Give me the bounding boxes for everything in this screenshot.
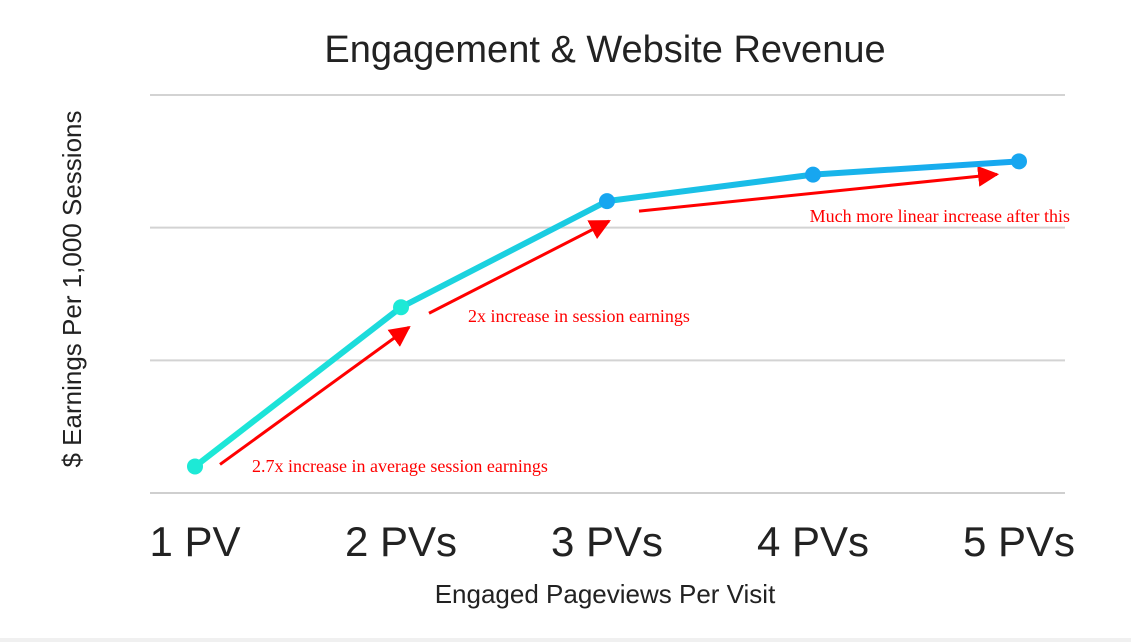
annotations: 2.7x increase in average session earning… [219, 165, 1070, 476]
annotation-arrow [428, 219, 611, 315]
gridlines [150, 94, 1065, 494]
chart-title: Engagement & Website Revenue [324, 29, 885, 71]
x-tick-label: 1 PV [149, 518, 240, 565]
annotation-text: Much more linear increase after this [810, 206, 1070, 226]
x-tick-label: 5 PVs [963, 518, 1075, 565]
series-line [187, 153, 1027, 475]
data-point [187, 458, 203, 475]
annotation-arrow [219, 326, 411, 466]
annotation-text: 2x increase in session earnings [468, 306, 690, 326]
annotation-arrow [638, 165, 1000, 213]
bottom-band [0, 638, 1131, 642]
data-point [805, 166, 821, 183]
annotation-text: 2.7x increase in average session earning… [252, 456, 548, 476]
x-tick-labels: 1 PV 2 PVs 3 PVs 4 PVs 5 PVs [149, 518, 1075, 565]
x-tick-label: 4 PVs [757, 518, 869, 565]
x-tick-label: 3 PVs [551, 518, 663, 565]
y-axis-label: $ Earnings Per 1,000 Sessions [57, 111, 87, 468]
x-tick-label: 2 PVs [345, 518, 457, 565]
data-point [393, 299, 409, 316]
data-point [1011, 153, 1027, 170]
x-axis-label: Engaged Pageviews Per Visit [435, 579, 776, 609]
data-point [599, 193, 615, 210]
